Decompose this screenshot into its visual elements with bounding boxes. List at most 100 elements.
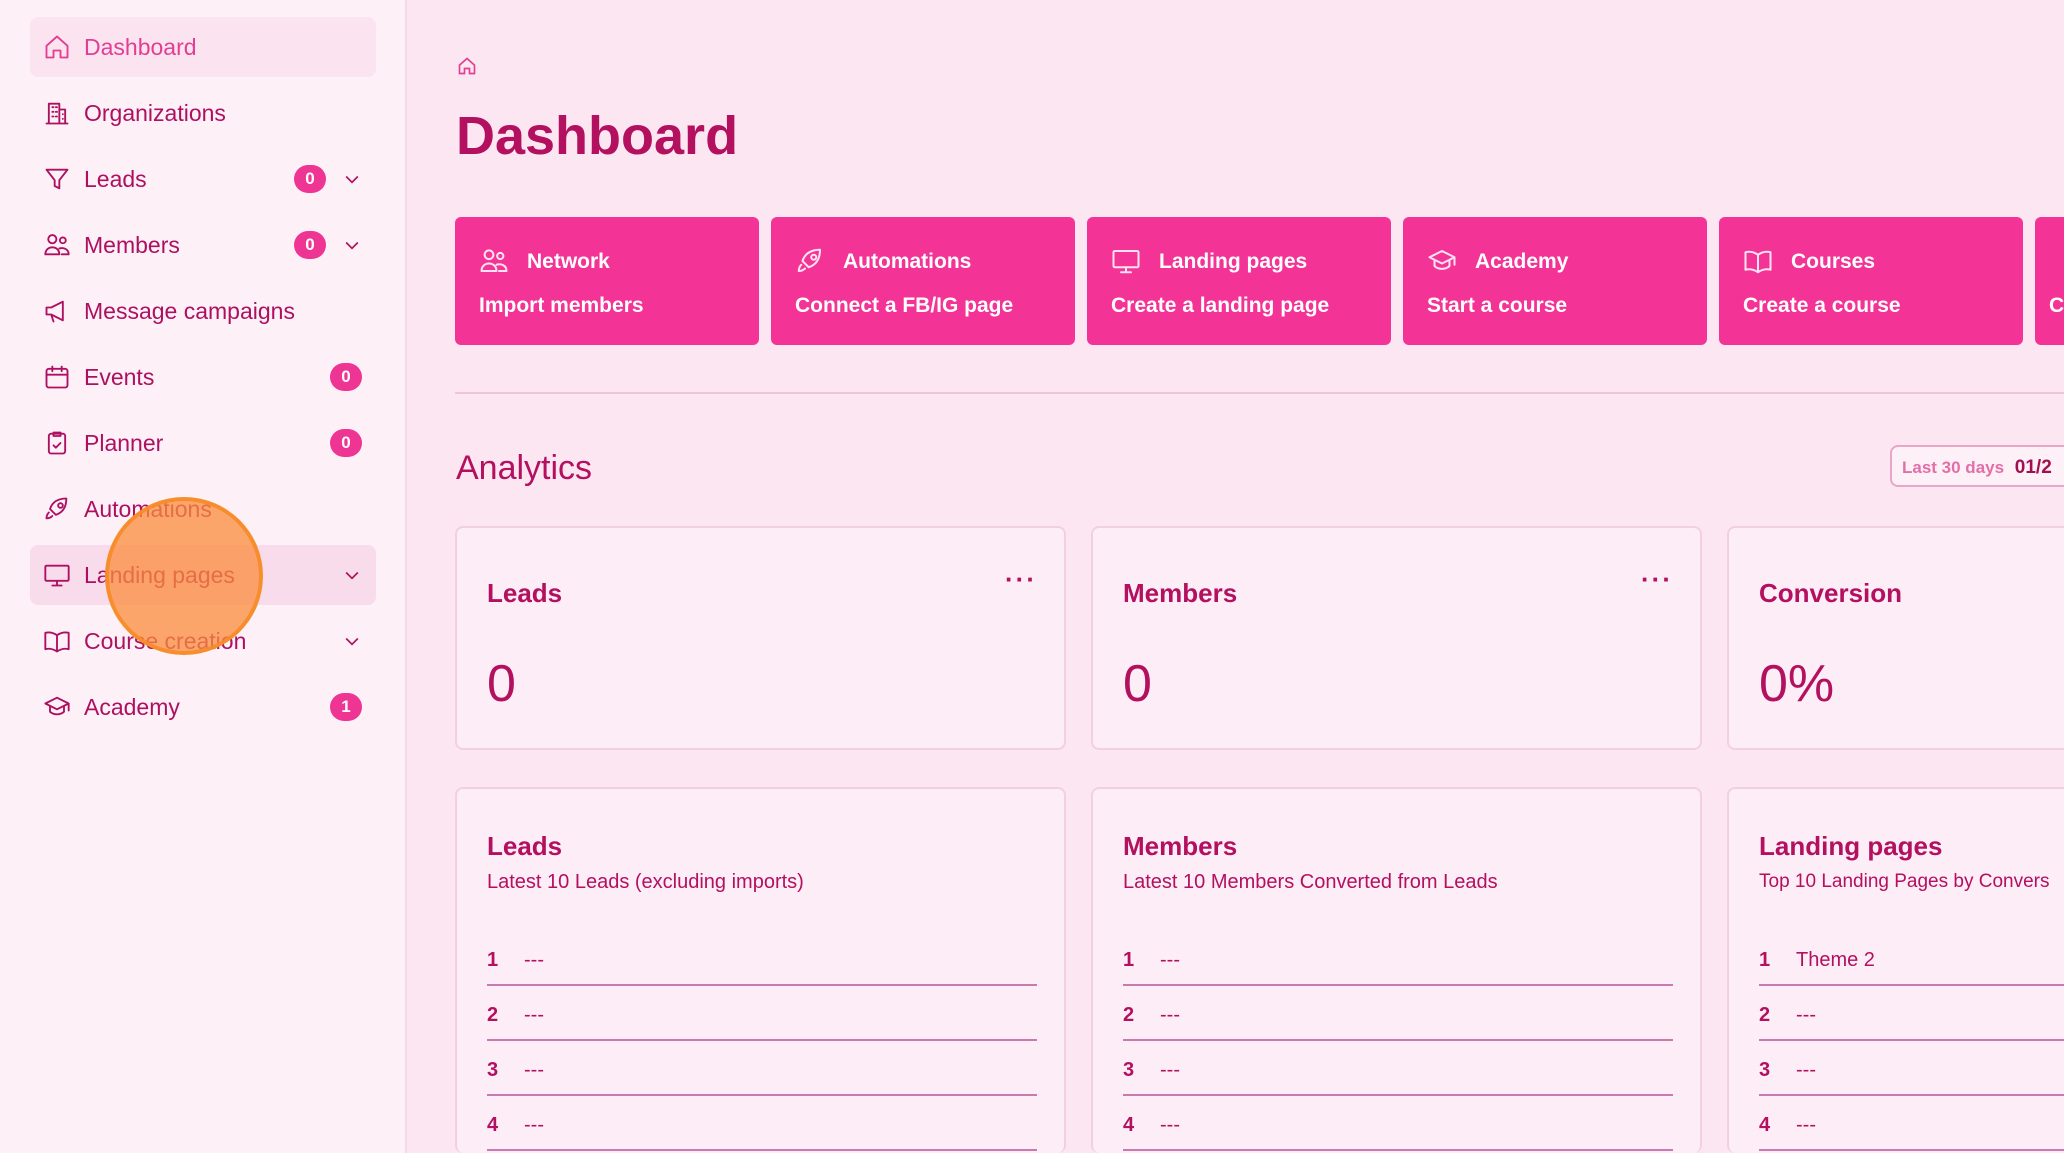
quick-action-title: Automations — [843, 250, 972, 273]
list-item[interactable]: 4 --- — [487, 1096, 1037, 1151]
rank: 4 — [1123, 1114, 1135, 1136]
monitor-icon — [1111, 246, 1143, 276]
rank: 2 — [1123, 1004, 1135, 1026]
stat-title: Leads — [487, 578, 563, 608]
list-item[interactable]: 3 --- — [1759, 1041, 2064, 1096]
stat-card-leads: Leads ··· 0 — [455, 526, 1066, 750]
sidebar-item-planner[interactable]: Planner 0 — [30, 413, 376, 473]
graduation-cap-icon — [1427, 246, 1459, 276]
list-item[interactable]: 2 --- — [1123, 986, 1673, 1041]
quick-action-courses[interactable]: Courses Create a course — [1719, 217, 2023, 345]
rank: 3 — [1759, 1059, 1771, 1081]
count-badge: 0 — [330, 363, 362, 391]
list-item[interactable]: 3 --- — [487, 1041, 1037, 1096]
quick-action-academy[interactable]: Academy Start a course — [1403, 217, 1707, 345]
item-name: --- — [1160, 949, 1180, 971]
sidebar-item-organizations[interactable]: Organizations — [30, 83, 376, 143]
list-subtitle: Latest 10 Leads (excluding imports) — [487, 871, 804, 893]
quick-action-more[interactable]: C — [2035, 217, 2064, 345]
list-item[interactable]: 1 Theme 2 — [1759, 931, 2064, 986]
calendar-icon — [43, 363, 71, 391]
count-badge: 1 — [330, 693, 362, 721]
rank: 3 — [1123, 1059, 1135, 1081]
funnel-icon — [43, 165, 71, 193]
list-item[interactable]: 1 --- — [1123, 931, 1673, 986]
quick-action-title: Landing pages — [1159, 250, 1308, 273]
list-card-members: Members Latest 10 Members Converted from… — [1091, 787, 1702, 1153]
item-name: --- — [1160, 1059, 1180, 1081]
quick-action-subtitle: Import members — [479, 294, 644, 317]
monitor-icon — [43, 561, 71, 589]
list-item[interactable]: 1 --- — [487, 931, 1037, 986]
rocket-icon — [43, 495, 71, 523]
stat-card-conversion: Conversion 0% — [1727, 526, 2064, 750]
item-name: --- — [524, 949, 544, 971]
rank: 1 — [487, 949, 499, 971]
analytics-heading: Analytics — [456, 449, 593, 487]
more-options-icon[interactable]: ··· — [1641, 564, 1673, 594]
stat-title: Members — [1123, 578, 1238, 608]
quick-action-title: Courses — [1791, 250, 1876, 273]
item-name: --- — [1796, 1004, 1816, 1026]
graduation-cap-icon — [43, 693, 71, 721]
chevron-down-icon[interactable] — [342, 631, 362, 651]
quick-action-subtitle: Start a course — [1427, 294, 1568, 317]
sidebar-item-events[interactable]: Events 0 — [30, 347, 376, 407]
quick-action-network[interactable]: Network Import members — [455, 217, 759, 345]
breadcrumb-home-icon[interactable] — [457, 56, 477, 76]
sidebar-item-academy[interactable]: Academy 1 — [30, 677, 376, 737]
sidebar-item-label: Organizations — [84, 99, 226, 126]
main-content: Dashboard Network Import members Automatio… — [409, 0, 2064, 1153]
list-title: Members — [1123, 831, 1238, 861]
list-item[interactable]: 4 --- — [1123, 1096, 1673, 1151]
list-item[interactable]: 3 --- — [1123, 1041, 1673, 1096]
book-icon — [1743, 246, 1775, 276]
date-range-label: Last 30 days — [1902, 458, 2005, 477]
sidebar-item-label: Events — [84, 363, 155, 390]
sidebar-item-label: Leads — [84, 165, 147, 192]
date-range-value: 01/2 — [2014, 457, 2052, 478]
stat-value: 0% — [1759, 655, 1835, 713]
list-item[interactable]: 2 --- — [487, 986, 1037, 1041]
page-title: Dashboard — [456, 106, 739, 166]
date-range-picker[interactable]: Last 30 days 01/2 — [1890, 445, 2064, 487]
item-name: --- — [1160, 1114, 1180, 1136]
rank: 4 — [487, 1114, 499, 1136]
chevron-down-icon[interactable] — [342, 169, 362, 189]
list-title: Landing pages — [1759, 831, 1943, 861]
sidebar-item-label: Dashboard — [84, 33, 197, 60]
chevron-down-icon[interactable] — [342, 235, 362, 255]
quick-action-subtitle: Create a landing page — [1111, 294, 1330, 317]
item-name: --- — [524, 1004, 544, 1026]
list-item[interactable]: 4 --- — [1759, 1096, 2064, 1151]
chevron-down-icon[interactable] — [342, 565, 362, 585]
home-icon — [43, 33, 71, 61]
quick-action-subtitle: Create a course — [1743, 294, 1901, 317]
quick-action-subtitle: C — [2049, 294, 2064, 317]
sidebar-item-leads[interactable]: Leads 0 — [30, 149, 376, 209]
stat-card-members: Members ··· 0 — [1091, 526, 1702, 750]
item-name: --- — [1160, 1004, 1180, 1026]
list-item[interactable]: 2 --- — [1759, 986, 2064, 1041]
divider — [455, 392, 2064, 394]
item-name: --- — [524, 1059, 544, 1081]
list-title: Leads — [487, 831, 563, 861]
quick-action-title: Network — [527, 250, 610, 273]
megaphone-icon — [43, 297, 71, 325]
quick-action-landing-pages[interactable]: Landing pages Create a landing page — [1087, 217, 1391, 345]
rank: 4 — [1759, 1114, 1771, 1136]
quick-action-automations[interactable]: Automations Connect a FB/IG page — [771, 217, 1075, 345]
quick-action-subtitle: Connect a FB/IG page — [795, 294, 1014, 317]
list-subtitle: Latest 10 Members Converted from Leads — [1123, 871, 1498, 893]
more-options-icon[interactable]: ··· — [1005, 564, 1037, 594]
users-icon — [43, 231, 71, 259]
users-icon — [479, 246, 511, 276]
stat-title: Conversion — [1759, 578, 1903, 608]
rank: 1 — [1123, 949, 1135, 971]
book-icon — [43, 627, 71, 655]
sidebar-item-message-campaigns[interactable]: Message campaigns — [30, 281, 376, 341]
rank: 1 — [1759, 949, 1771, 971]
sidebar-item-members[interactable]: Members 0 — [30, 215, 376, 275]
sidebar-item-dashboard[interactable]: Dashboard — [30, 17, 376, 77]
stat-value: 0 — [487, 655, 516, 713]
